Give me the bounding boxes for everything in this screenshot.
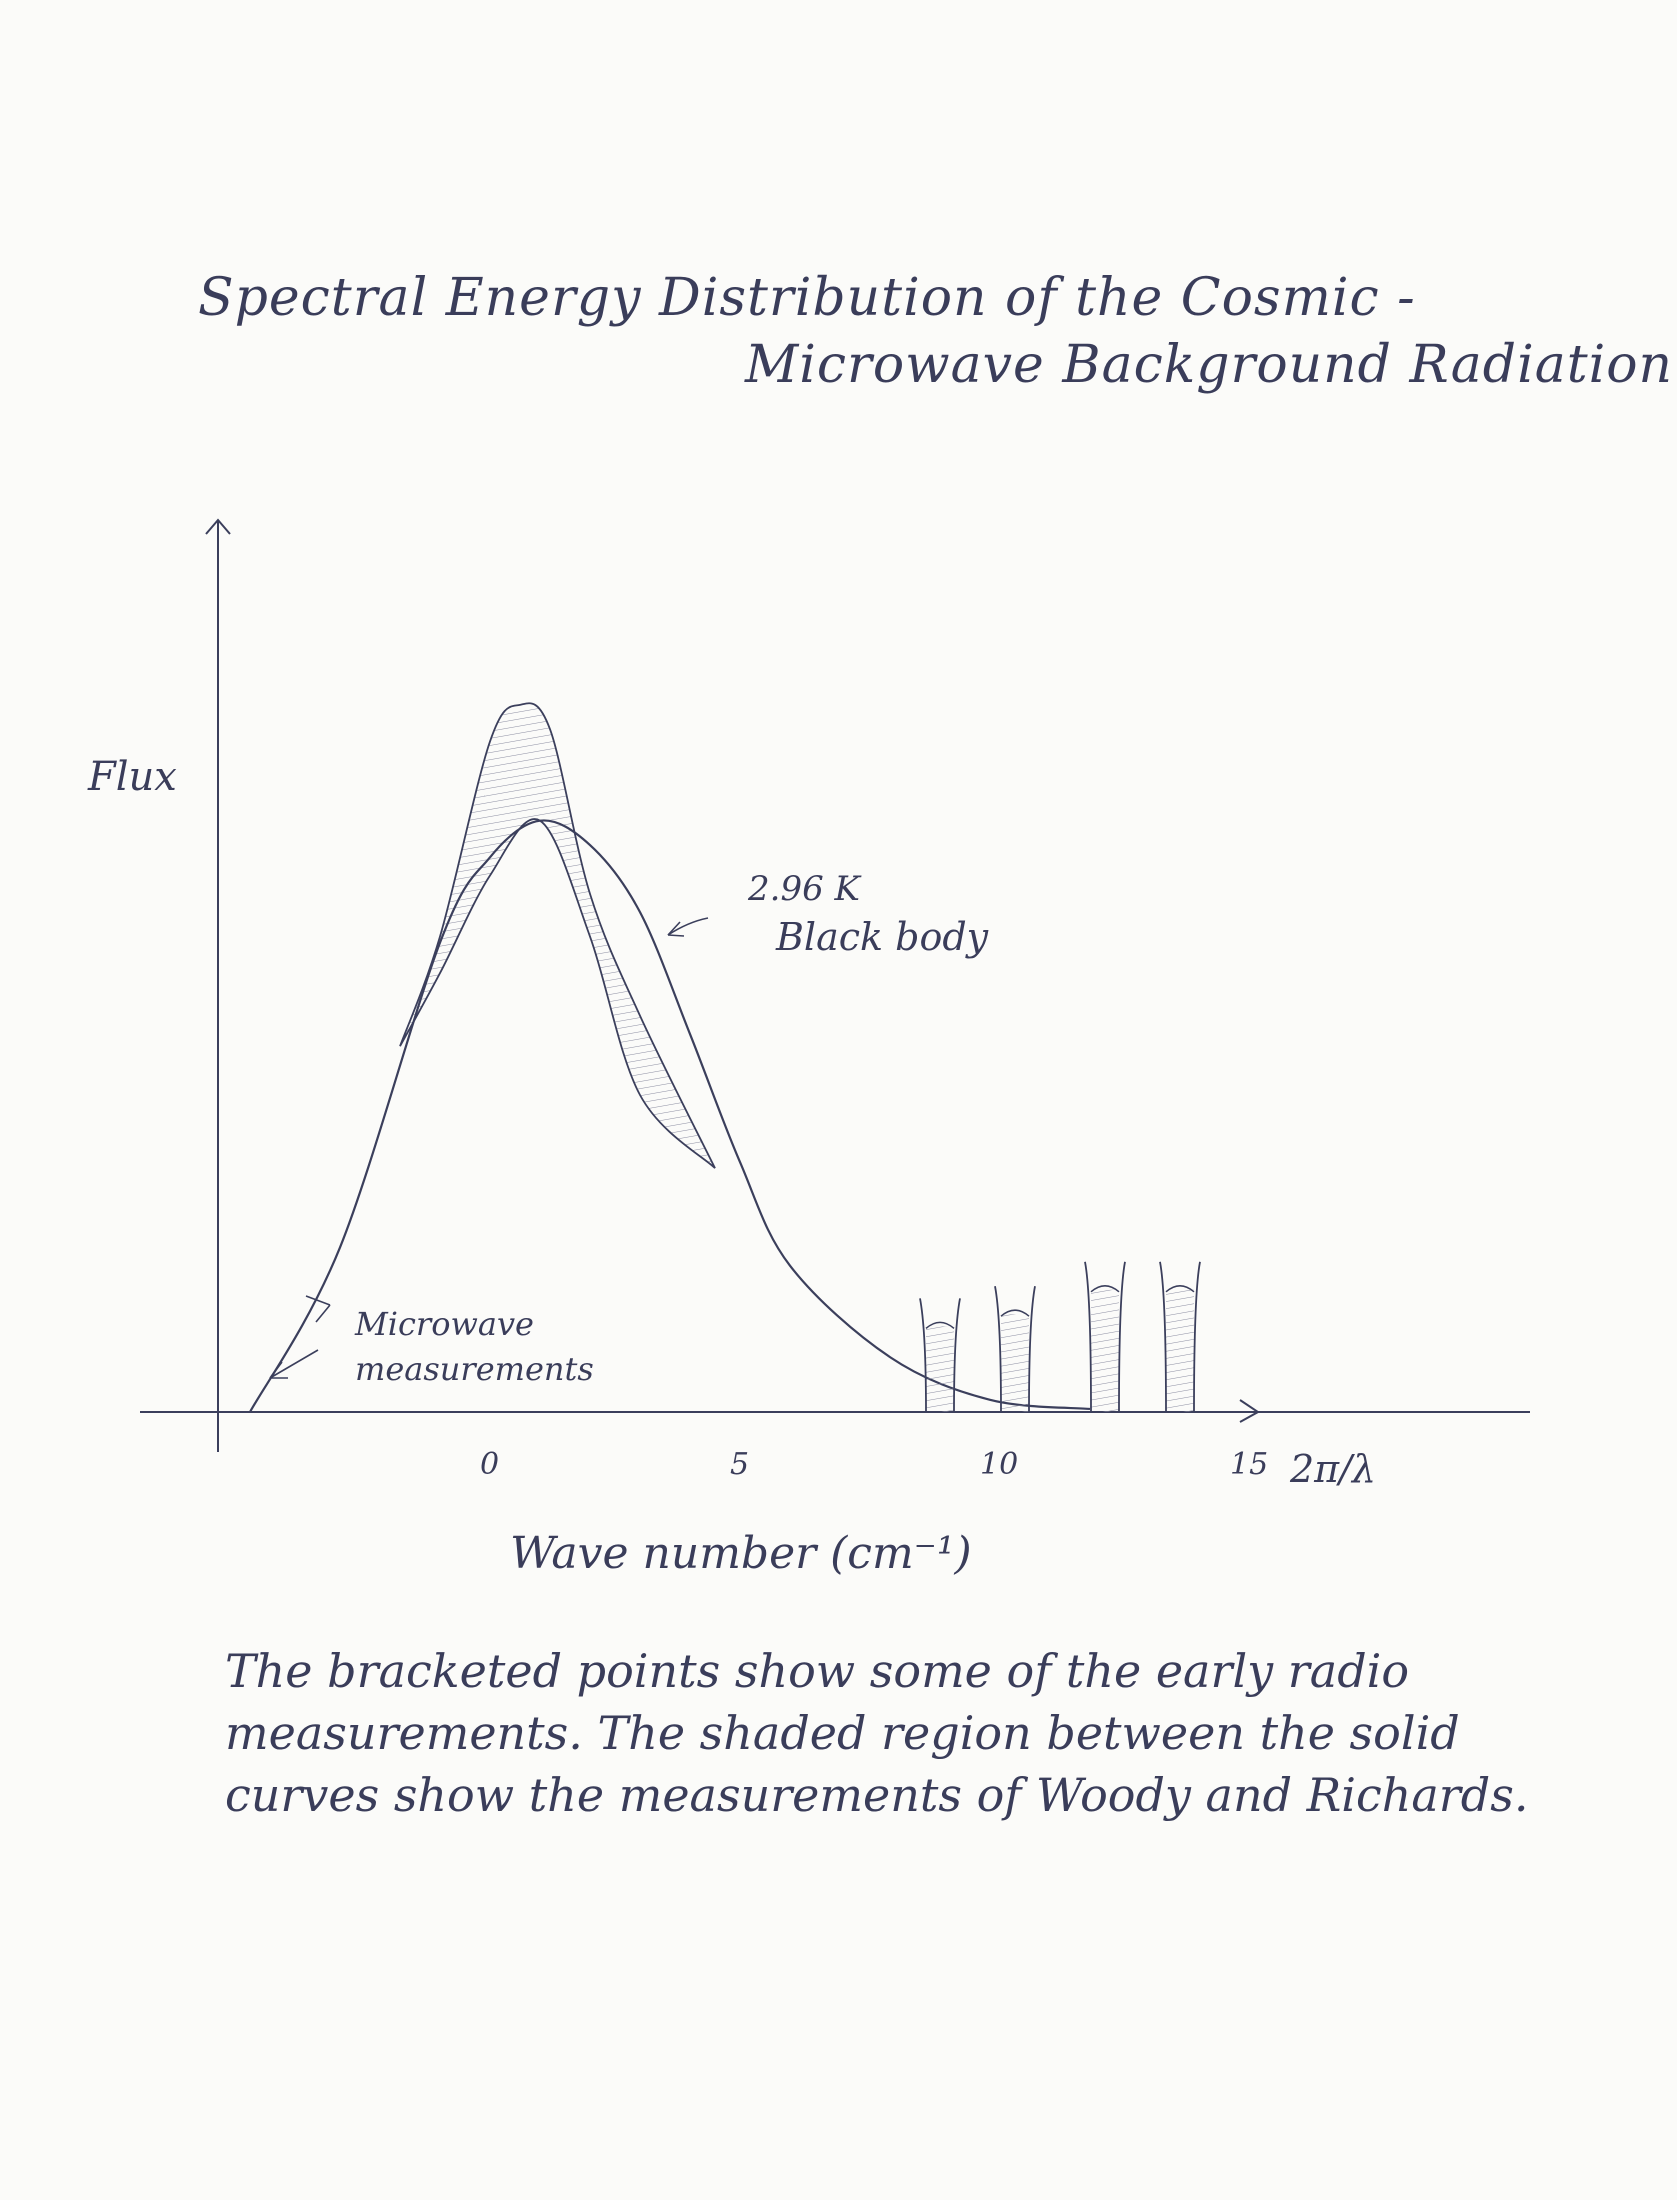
x-axis-label: Wave number (cm⁻¹) bbox=[510, 1528, 972, 1579]
bracketed-point-cap bbox=[925, 1321, 955, 1329]
annotation-arrowhead-black-body bbox=[667, 921, 685, 937]
x-axis-end-label: 2π/λ bbox=[1289, 1447, 1376, 1491]
annotation-temperature: 2.96 K bbox=[747, 869, 863, 909]
black-body-curve bbox=[249, 819, 1091, 1413]
y-axis-label: Flux bbox=[87, 754, 177, 800]
y-axis-arrowhead bbox=[205, 518, 231, 535]
x-tick-label: 0 bbox=[480, 1447, 499, 1482]
bracketed-point-cap bbox=[1000, 1309, 1030, 1317]
x-tick-label: 15 bbox=[1230, 1447, 1268, 1482]
bracketed-point-right bbox=[953, 1298, 961, 1413]
bracketed-point-right bbox=[1193, 1261, 1201, 1413]
annotation-black-body: Black body bbox=[775, 915, 989, 959]
annotation-microwave: Microwave bbox=[354, 1305, 534, 1343]
annotation-arrow-microwave-upper bbox=[305, 1295, 331, 1323]
x-axis-arrowhead bbox=[1239, 1399, 1260, 1423]
x-tick-label: 5 bbox=[730, 1447, 749, 1482]
spectrum-chart: Flux 0 5 10 15 2π/λ Wave number (cm⁻¹) 2.96 K Bl… bbox=[87, 518, 1530, 1579]
bracketed-point-cap bbox=[1090, 1285, 1120, 1293]
shaded-measurement-band bbox=[399, 702, 716, 1169]
annotation-arrow-black-body bbox=[667, 917, 709, 936]
bracketed-point-fill bbox=[1091, 1289, 1119, 1412]
chart-title-line1: Spectral Energy Distribution of the Cosm… bbox=[198, 268, 1416, 328]
bracketed-point-fill bbox=[1001, 1314, 1029, 1412]
bracketed-point-fill bbox=[926, 1326, 954, 1412]
bracketed-point-cap bbox=[1165, 1285, 1195, 1293]
bracketed-point-left bbox=[994, 1286, 1002, 1413]
bracketed-point-left bbox=[1084, 1261, 1092, 1413]
annotation-arrow-microwave-lower bbox=[269, 1349, 319, 1379]
chart-title-line2: Microwave Background Radiation bbox=[745, 335, 1674, 395]
annotation-measurements: measurements bbox=[355, 1350, 594, 1388]
bracketed-point-right bbox=[1118, 1261, 1126, 1413]
x-tick-label: 10 bbox=[980, 1447, 1018, 1482]
bracketed-point-fill bbox=[1166, 1289, 1194, 1412]
bracketed-point-right bbox=[1028, 1286, 1036, 1413]
bracketed-point-left bbox=[919, 1298, 927, 1413]
bracketed-point-left bbox=[1159, 1261, 1167, 1413]
caption-text: The bracketed points show some of the ea… bbox=[225, 1644, 1529, 1822]
